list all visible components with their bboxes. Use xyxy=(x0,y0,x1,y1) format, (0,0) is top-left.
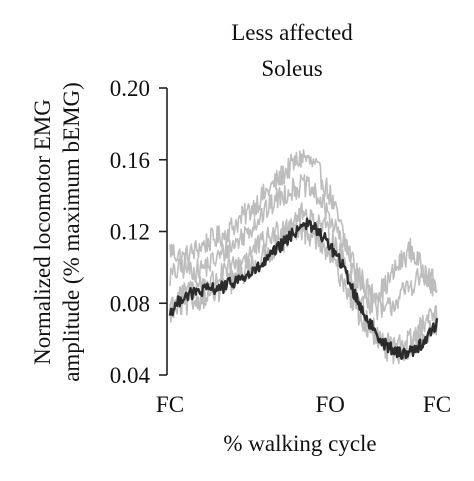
mean-emg-line xyxy=(168,217,439,360)
y-tick-label: 0.20 xyxy=(110,76,150,101)
individual-emg-line xyxy=(169,222,438,365)
x-ticks: FC FO FC xyxy=(156,392,451,417)
x-tick-label: FC xyxy=(423,392,451,417)
y-tick-label: 0.08 xyxy=(110,291,150,316)
y-tick-label: 0.12 xyxy=(110,220,150,245)
x-axis-label: % walking cycle xyxy=(223,431,376,456)
individual-emg-line xyxy=(169,173,438,321)
y-axis-label-line-2: amplitude (% maximum bEMG) xyxy=(59,82,84,382)
x-tick-label: FC xyxy=(156,392,184,417)
chart-title-line-1: Less affected xyxy=(231,20,353,45)
y-tick-label: 0.04 xyxy=(110,363,151,388)
y-ticks: 0.20 0.16 0.12 0.08 0.04 xyxy=(110,76,167,388)
individual-emg-line xyxy=(169,149,438,305)
y-tick-label: 0.16 xyxy=(110,148,150,173)
y-axis-label: Normalized locomotor EMG amplitude (% ma… xyxy=(30,82,84,382)
y-axis-label-line-1: Normalized locomotor EMG xyxy=(30,99,55,365)
chart-title-line-2: Soleus xyxy=(261,56,322,81)
x-tick-label: FO xyxy=(315,392,344,417)
series-layer xyxy=(168,149,439,365)
